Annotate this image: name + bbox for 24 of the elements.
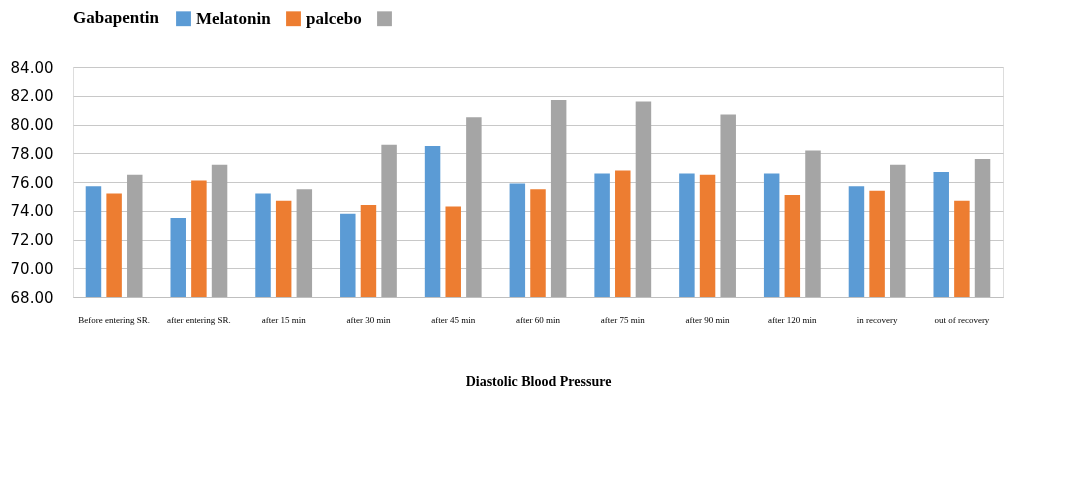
x-tick-label: after 75 min: [600, 314, 646, 325]
y-tick-label: 80.00: [10, 116, 54, 134]
x-tick-label: out of recovery: [934, 314, 990, 325]
x-tick-label: after 60 min: [516, 314, 561, 325]
x-axis-title: Diastolic Blood Pressure: [465, 373, 612, 389]
y-tick-label: 84.00: [10, 58, 54, 77]
legend-title: Gabapentin: [73, 8, 160, 27]
x-tick-label: after 45 min: [431, 314, 476, 325]
x-tick-label: after 15 min: [261, 314, 307, 325]
y-tick-label: 68.00: [10, 288, 54, 307]
y-tick-label: 78.00: [10, 144, 54, 163]
legend-label: palcebo: [306, 8, 362, 28]
x-tick-label: after 90 min: [685, 314, 731, 325]
y-tick-label: 70.00: [10, 259, 54, 278]
legend-label: Melatonin: [196, 8, 272, 28]
x-tick-label: Before entering SR.: [78, 314, 150, 325]
y-tick-label: 72.00: [10, 231, 54, 249]
x-tick-label: after 120 min: [768, 314, 818, 325]
y-tick-label: 82.00: [10, 87, 54, 106]
y-tick-label: 76.00: [10, 173, 54, 192]
y-tick-label: 74.00: [10, 202, 54, 221]
x-tick-label: after 30 min: [346, 314, 391, 325]
x-tick-label: after entering SR.: [167, 314, 231, 325]
x-tick-label: in recovery: [856, 314, 898, 325]
